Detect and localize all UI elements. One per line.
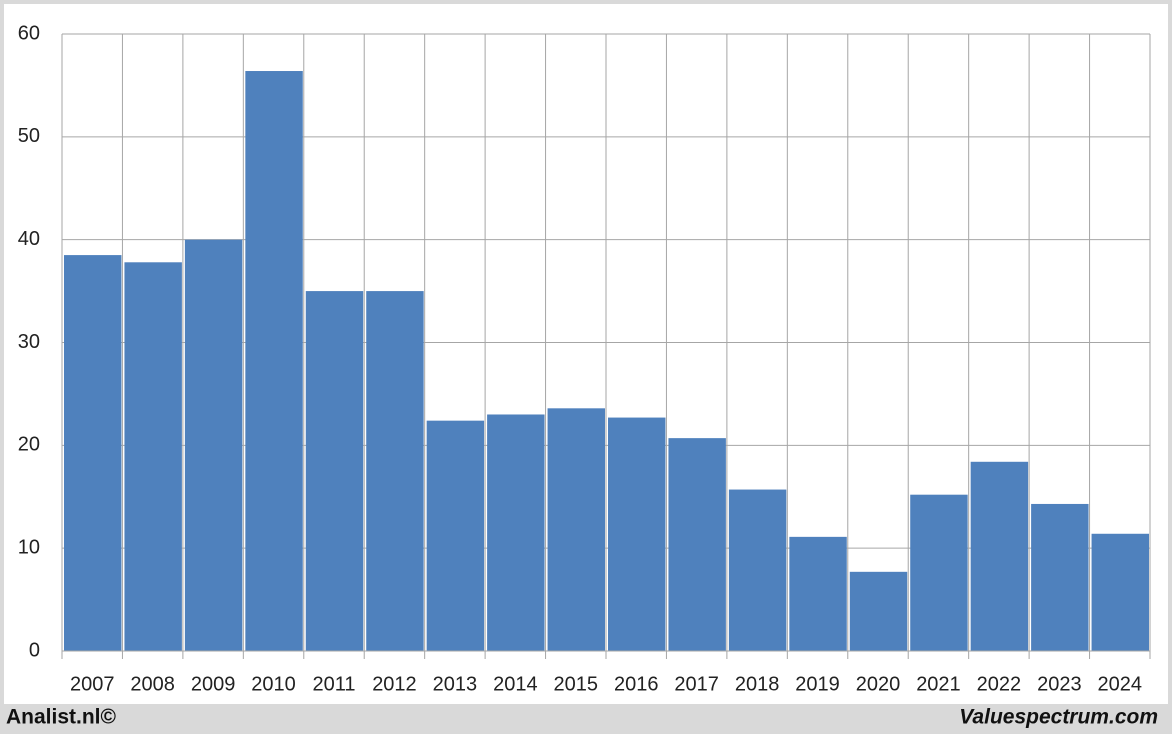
x-tick-label: 2013 — [433, 673, 478, 695]
x-tick-label: 2023 — [1037, 673, 1082, 695]
y-tick-label: 10 — [18, 536, 40, 558]
bar — [124, 262, 182, 651]
x-tick-label: 2010 — [251, 673, 296, 695]
x-tick-label: 2019 — [795, 673, 840, 695]
x-tick-label: 2022 — [977, 673, 1022, 695]
y-tick-label: 40 — [18, 228, 40, 250]
x-tick-label: 2017 — [674, 673, 719, 695]
x-tick-label: 2016 — [614, 673, 659, 695]
x-tick-label: 2011 — [312, 673, 355, 695]
x-tick-label: 2020 — [856, 673, 901, 695]
y-tick-label: 0 — [29, 639, 40, 661]
bar — [849, 571, 908, 651]
y-tick-label: 60 — [18, 22, 40, 44]
bar — [1091, 533, 1149, 651]
x-tick-label: 2007 — [70, 673, 115, 695]
bar — [789, 536, 847, 651]
y-tick-label: 30 — [18, 331, 40, 353]
bar — [426, 420, 485, 651]
bar — [366, 291, 424, 651]
x-tick-label: 2015 — [554, 673, 599, 695]
bar — [970, 461, 1029, 651]
footer-right: Valuespectrum.com — [959, 706, 1158, 729]
x-tick-label: 2021 — [916, 673, 961, 695]
x-tick-label: 2009 — [191, 673, 236, 695]
x-tick-label: 2018 — [735, 673, 780, 695]
footer-left: Analist.nl© — [6, 706, 117, 729]
x-tick-label: 2012 — [372, 673, 417, 695]
bar — [1031, 503, 1089, 651]
bar — [64, 255, 122, 651]
bar — [184, 239, 243, 651]
x-tick-label: 2008 — [130, 673, 175, 695]
bar — [668, 438, 726, 651]
bar — [547, 408, 605, 651]
x-tick-label: 2014 — [493, 673, 538, 695]
y-tick-label: 50 — [18, 125, 40, 147]
bar — [728, 489, 787, 651]
x-tick-label: 2024 — [1098, 673, 1143, 695]
bar — [305, 291, 364, 651]
bar — [487, 414, 545, 651]
bar — [910, 494, 968, 651]
y-tick-label: 20 — [18, 434, 40, 456]
bar — [245, 71, 303, 651]
bar — [608, 417, 666, 651]
